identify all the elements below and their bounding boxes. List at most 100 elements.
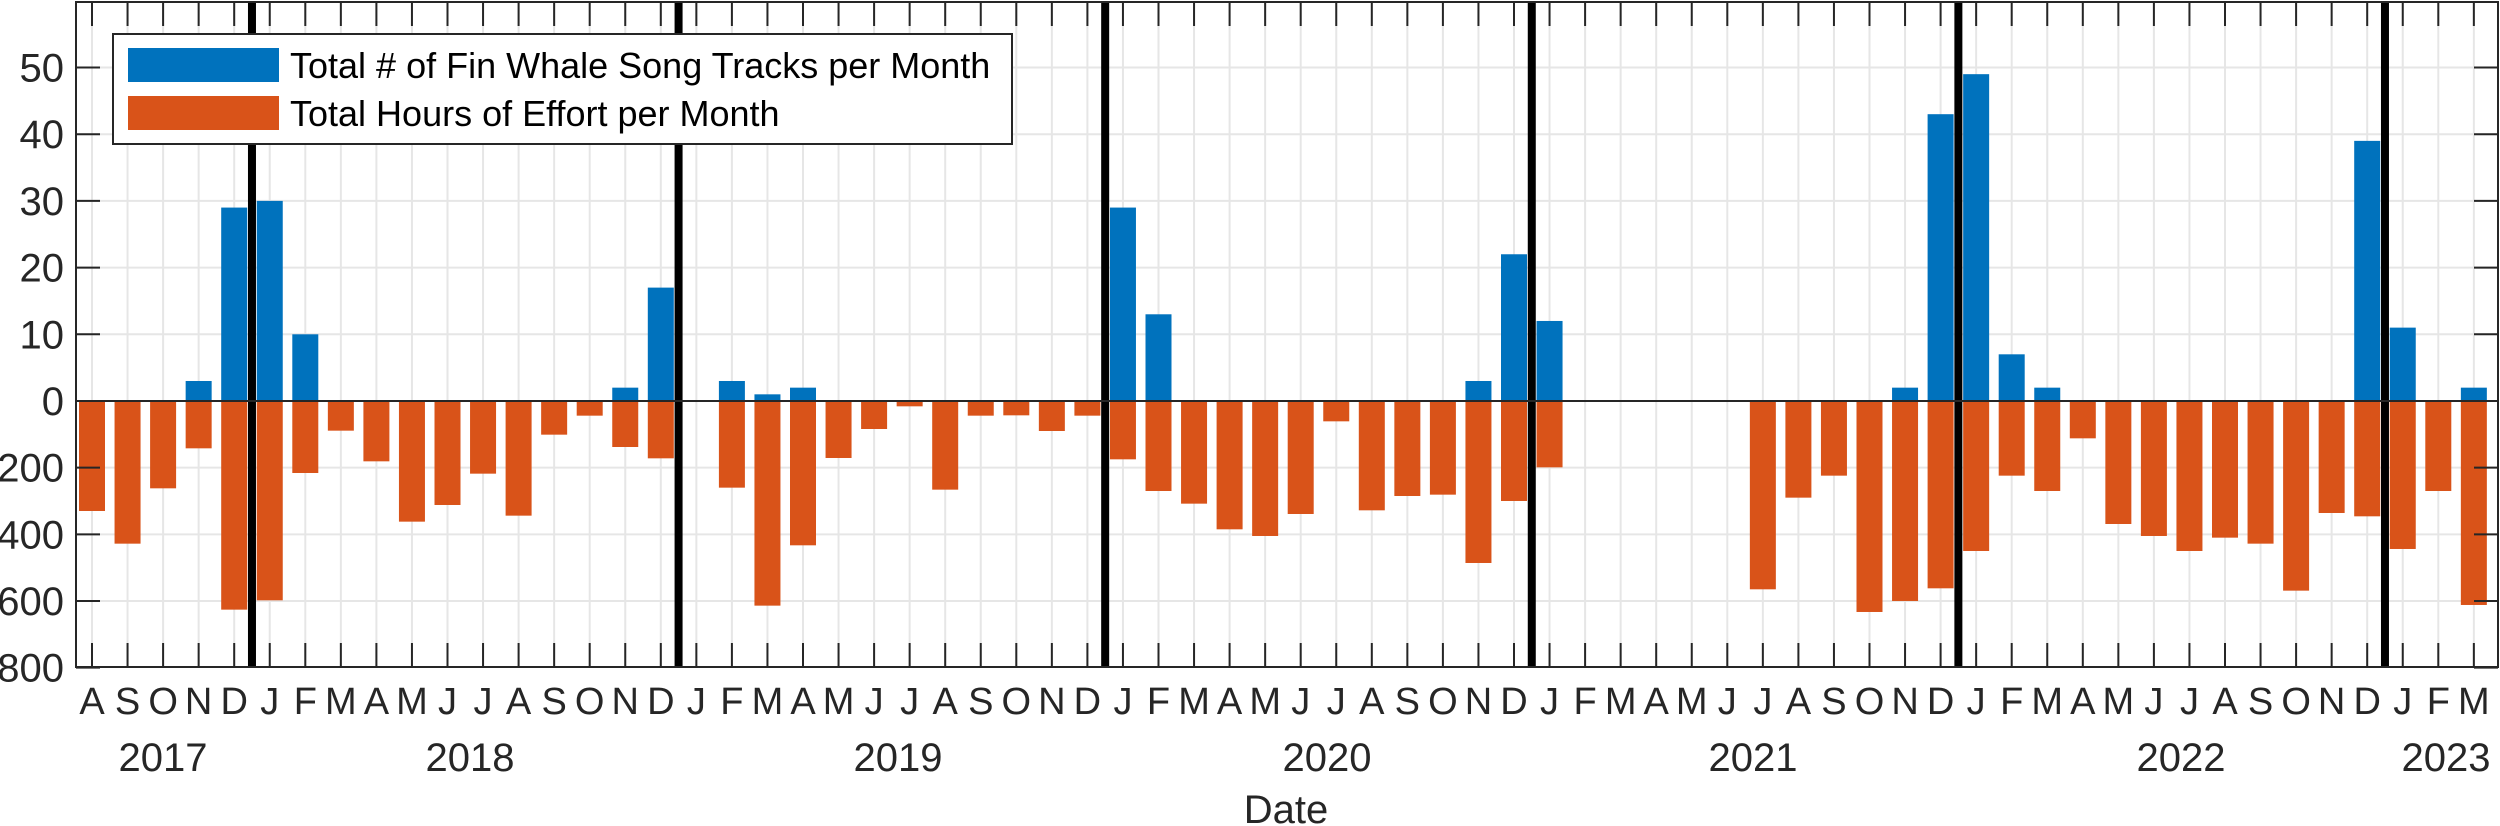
bar-effort-hours bbox=[754, 401, 781, 606]
y-tick-label: 200 bbox=[0, 447, 64, 491]
bar-song-tracks bbox=[647, 287, 674, 401]
month-label: M bbox=[1178, 681, 1210, 723]
bar-effort-hours bbox=[1749, 401, 1776, 590]
month-label: S bbox=[968, 681, 993, 723]
month-label: D bbox=[647, 681, 674, 723]
month-label: J bbox=[1113, 681, 1132, 723]
month-label: N bbox=[1891, 681, 1918, 723]
bar-effort-hours bbox=[2034, 401, 2061, 491]
legend: Total # of Fin Whale Song Tracks per Mon… bbox=[112, 33, 1013, 145]
month-label: M bbox=[2103, 681, 2135, 723]
y-tick-label: 10 bbox=[20, 313, 65, 357]
month-label: M bbox=[2458, 681, 2490, 723]
month-label: J bbox=[1718, 681, 1737, 723]
month-label: O bbox=[575, 681, 605, 723]
month-label: A bbox=[1359, 681, 1385, 723]
bar-song-tracks bbox=[256, 200, 283, 401]
month-label: J bbox=[1967, 681, 1986, 723]
year-label: 2019 bbox=[854, 736, 943, 780]
bar-effort-hours bbox=[114, 401, 141, 544]
month-label: A bbox=[2212, 681, 2238, 723]
month-label: J bbox=[687, 681, 706, 723]
bar-effort-hours bbox=[576, 401, 603, 416]
bar-effort-hours bbox=[1785, 401, 1812, 498]
month-label: A bbox=[506, 681, 532, 723]
bar-effort-hours bbox=[185, 401, 212, 449]
month-label: A bbox=[364, 681, 390, 723]
month-label: J bbox=[1540, 681, 1559, 723]
bar-effort-hours bbox=[256, 401, 283, 601]
month-label: N bbox=[1038, 681, 1065, 723]
bar-effort-hours bbox=[1074, 401, 1101, 416]
bar-effort-hours bbox=[896, 401, 923, 407]
month-label: S bbox=[1821, 681, 1846, 723]
bar-effort-hours bbox=[1358, 401, 1385, 511]
bar-song-tracks bbox=[1465, 380, 1492, 401]
x-axis-title: Date bbox=[1244, 788, 1329, 826]
bar-song-tracks bbox=[1892, 387, 1919, 401]
month-label: F bbox=[720, 681, 743, 723]
y-tick-label: 50 bbox=[20, 47, 65, 91]
bar-effort-hours bbox=[1820, 401, 1847, 476]
year-label: 2023 bbox=[2402, 736, 2491, 780]
y-tick-label: 400 bbox=[0, 513, 64, 557]
bar-effort-hours bbox=[2283, 401, 2310, 591]
month-label: J bbox=[2180, 681, 2199, 723]
bar-song-tracks bbox=[1501, 254, 1527, 401]
bar-effort-hours bbox=[1536, 401, 1563, 468]
bar-song-tracks bbox=[1998, 354, 2025, 401]
month-label: F bbox=[2000, 681, 2023, 723]
month-label: F bbox=[294, 681, 317, 723]
bar-effort-hours bbox=[2105, 401, 2132, 524]
month-label: J bbox=[900, 681, 919, 723]
year-separator-lines bbox=[247, 2, 2389, 667]
bar-effort-hours bbox=[2318, 401, 2345, 513]
month-label: D bbox=[220, 681, 247, 723]
bar-effort-hours bbox=[292, 401, 319, 473]
bar-effort-hours bbox=[2460, 401, 2487, 605]
bar-effort-hours bbox=[2140, 401, 2167, 536]
bar-effort-hours bbox=[327, 401, 354, 431]
bar-effort-hours bbox=[1429, 401, 1456, 495]
month-label: J bbox=[865, 681, 884, 723]
bar-song-tracks bbox=[718, 380, 745, 401]
bar-effort-hours bbox=[541, 401, 568, 435]
y-tick-label: 40 bbox=[20, 113, 65, 157]
bar-effort-hours bbox=[398, 401, 425, 522]
bar-effort-hours bbox=[718, 401, 745, 488]
month-label: A bbox=[1217, 681, 1243, 723]
month-label: S bbox=[541, 681, 566, 723]
month-label: J bbox=[438, 681, 457, 723]
bar-effort-hours bbox=[967, 401, 994, 416]
bar-song-tracks bbox=[1963, 74, 1990, 402]
bar-song-tracks bbox=[2354, 140, 2381, 401]
bar-effort-hours bbox=[1963, 401, 1990, 551]
bar-song-tracks bbox=[221, 207, 248, 401]
bar-effort-hours bbox=[1465, 401, 1492, 563]
month-label: J bbox=[474, 681, 493, 723]
bar-song-tracks bbox=[292, 334, 319, 401]
legend-swatch-song-tracks bbox=[128, 48, 279, 82]
year-label: 2021 bbox=[1709, 736, 1798, 780]
y-tick-label: 800 bbox=[0, 647, 64, 691]
bar-song-tracks bbox=[185, 380, 212, 401]
month-label: A bbox=[790, 681, 816, 723]
x-axis-year-labels: 2017 2018 2019 2020 2021 2022 2023 bbox=[119, 736, 2491, 780]
y-tick-label: 30 bbox=[20, 180, 65, 224]
month-label: D bbox=[1927, 681, 1954, 723]
month-label: F bbox=[1147, 681, 1170, 723]
year-label: 2018 bbox=[426, 736, 515, 780]
bar-effort-hours bbox=[2247, 401, 2274, 544]
bar-effort-hours bbox=[363, 401, 390, 462]
bar-song-tracks bbox=[754, 394, 781, 401]
bar-effort-hours bbox=[1003, 401, 1030, 416]
bar-effort-hours bbox=[221, 401, 248, 610]
year-label: 2022 bbox=[2137, 736, 2226, 780]
month-label: J bbox=[1327, 681, 1346, 723]
bar-song-tracks bbox=[1145, 314, 1172, 401]
plot-area-border bbox=[75, 1, 2499, 668]
month-label: A bbox=[2070, 681, 2096, 723]
month-label: S bbox=[115, 681, 140, 723]
month-label: J bbox=[1291, 681, 1310, 723]
bar-song-tracks bbox=[1927, 114, 1954, 401]
